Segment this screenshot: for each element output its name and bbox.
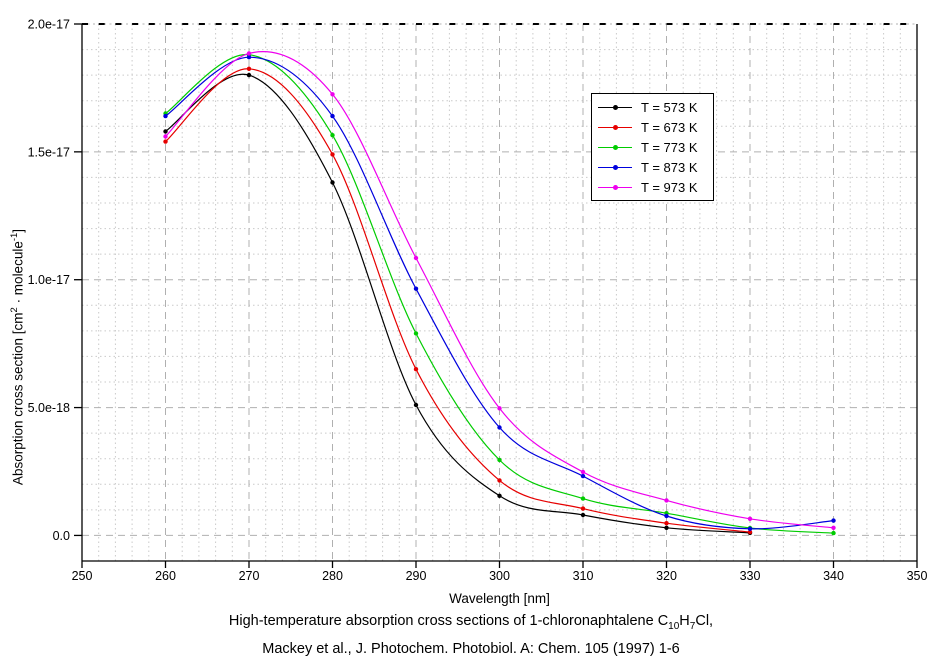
data-point bbox=[497, 478, 502, 483]
series-T873K bbox=[163, 55, 836, 531]
x-tick-label: 350 bbox=[907, 569, 928, 583]
data-point bbox=[246, 66, 252, 72]
y-tick-label: 2.0e-17 bbox=[28, 18, 70, 32]
data-point bbox=[580, 506, 586, 511]
data-point bbox=[330, 92, 335, 97]
series-T973K bbox=[163, 51, 836, 530]
legend-label: T = 673 K bbox=[641, 119, 698, 135]
data-point bbox=[580, 496, 586, 501]
data-point bbox=[413, 286, 419, 291]
data-point bbox=[497, 457, 502, 463]
legend-item: T = 673 K bbox=[598, 117, 713, 137]
legend-line-swatch bbox=[598, 143, 632, 152]
data-point bbox=[330, 180, 335, 185]
x-tick-label: 270 bbox=[239, 569, 260, 583]
legend-marker-icon bbox=[612, 104, 618, 110]
caption-line-1: High-temperature absorption cross sectio… bbox=[228, 613, 714, 632]
x-tick-label: 290 bbox=[406, 569, 427, 583]
data-point bbox=[413, 255, 419, 261]
data-point bbox=[831, 518, 836, 523]
legend-box: T = 573 K T = 673 K T = 773 K T = 873 K … bbox=[591, 93, 714, 201]
series-T573K bbox=[163, 72, 753, 536]
data-point bbox=[163, 139, 168, 144]
axes bbox=[74, 23, 918, 568]
data-point bbox=[163, 129, 168, 134]
legend-marker-icon bbox=[612, 124, 618, 130]
data-point bbox=[747, 529, 753, 535]
legend-marker-icon bbox=[612, 164, 618, 170]
data-point bbox=[413, 367, 419, 372]
x-tick-label: 320 bbox=[656, 569, 677, 583]
data-point bbox=[246, 55, 252, 60]
legend-marker-icon bbox=[612, 144, 618, 150]
y-tick-label: 1.5e-17 bbox=[28, 145, 70, 159]
legend-label: T = 773 K bbox=[641, 139, 698, 155]
data-point bbox=[497, 493, 502, 498]
legend-label: T = 973 K bbox=[641, 179, 698, 195]
y-tick-label: 0.0 bbox=[53, 529, 70, 543]
legend-label: T = 573 K bbox=[641, 99, 698, 115]
legend-item: T = 873 K bbox=[598, 157, 713, 177]
y-axis-title: Absorption cross section [cm2 · molecule… bbox=[9, 228, 26, 486]
data-point bbox=[664, 521, 669, 526]
figure-caption: High-temperature absorption cross sectio… bbox=[0, 610, 942, 661]
data-point bbox=[580, 469, 586, 475]
data-point bbox=[413, 402, 419, 408]
tick-labels: 250 260 270 280 290 300 310 320 330 340 350 2.0e-17… bbox=[28, 18, 928, 584]
legend-line-swatch bbox=[598, 103, 632, 112]
y-tick-label: 5.0e-18 bbox=[28, 401, 70, 415]
legend-line-swatch bbox=[598, 183, 632, 192]
data-point bbox=[664, 525, 669, 530]
data-point bbox=[747, 526, 753, 531]
legend-item: T = 773 K bbox=[598, 137, 713, 157]
x-tick-label: 310 bbox=[573, 569, 594, 583]
legend-label: T = 873 K bbox=[641, 159, 698, 175]
x-axis-title: Wavelength [nm] bbox=[449, 591, 550, 606]
legend-line-swatch bbox=[598, 123, 632, 132]
data-point bbox=[246, 72, 252, 78]
data-point bbox=[246, 51, 252, 56]
y-tick-label: 1.0e-17 bbox=[28, 273, 70, 287]
legend-line-swatch bbox=[598, 163, 632, 172]
series-T673K bbox=[163, 66, 753, 535]
x-tick-label: 280 bbox=[322, 569, 343, 583]
legend-marker-icon bbox=[612, 184, 618, 190]
legend-item: T = 973 K bbox=[598, 177, 713, 197]
x-tick-label: 300 bbox=[489, 569, 510, 583]
data-point bbox=[664, 513, 669, 519]
data-point bbox=[163, 113, 168, 119]
data-point bbox=[330, 133, 335, 138]
x-tick-label: 330 bbox=[740, 569, 761, 583]
data-point bbox=[330, 113, 335, 119]
data-point bbox=[330, 152, 335, 157]
data-point bbox=[413, 331, 419, 336]
legend-item: T = 573 K bbox=[598, 97, 713, 117]
data-point bbox=[831, 525, 836, 530]
data-point bbox=[497, 406, 502, 411]
data-point bbox=[747, 516, 753, 521]
data-point bbox=[664, 498, 669, 503]
x-tick-label: 340 bbox=[823, 569, 844, 583]
x-tick-label: 250 bbox=[72, 569, 93, 583]
data-point bbox=[497, 425, 502, 430]
data-point bbox=[580, 512, 586, 518]
grid-major bbox=[82, 23, 917, 561]
caption-line-2: Mackey et al., J. Photochem. Photobiol. … bbox=[262, 641, 680, 658]
data-point bbox=[163, 134, 168, 139]
x-tick-label: 260 bbox=[155, 569, 176, 583]
data-point bbox=[580, 473, 586, 479]
data-point bbox=[831, 530, 836, 536]
